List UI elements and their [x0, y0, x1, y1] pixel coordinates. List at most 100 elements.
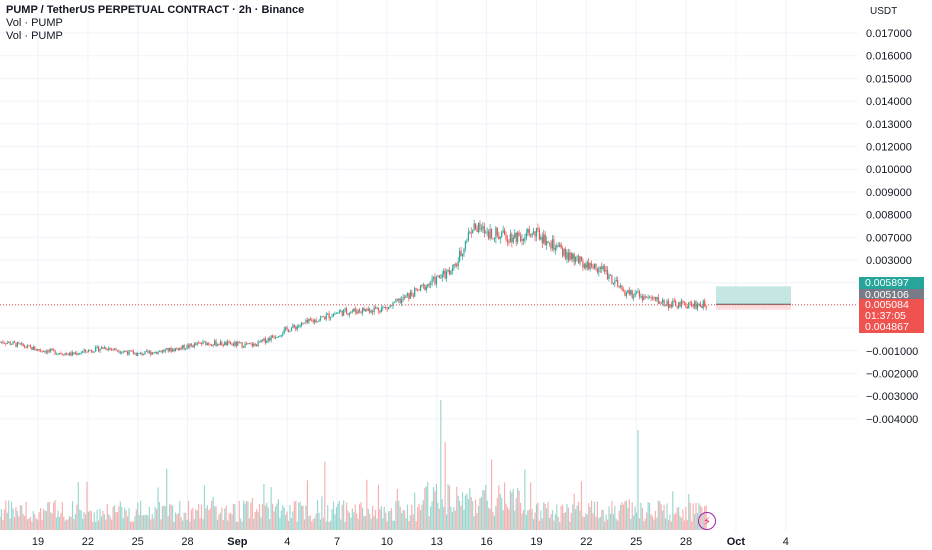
- volume-bar: [321, 496, 323, 530]
- volume-bar: [3, 509, 5, 530]
- price-unit-label[interactable]: USDT: [870, 6, 898, 17]
- volume-bar: [504, 482, 506, 530]
- candle-body: [456, 264, 458, 267]
- volume-bar: [432, 487, 435, 530]
- candle-body: [205, 341, 207, 346]
- candle-body: [153, 352, 155, 354]
- candle-body: [253, 343, 255, 347]
- volume-indicator-label[interactable]: Vol · PUMP: [6, 30, 63, 42]
- candle-body: [546, 241, 548, 246]
- profit-zone[interactable]: [716, 286, 791, 305]
- candle-body: [344, 308, 346, 310]
- candle-body: [221, 341, 223, 346]
- volume-histogram: [0, 400, 707, 530]
- candle-body: [98, 346, 100, 352]
- volume-bar: [634, 506, 636, 530]
- time-tick-label: 22: [82, 536, 94, 548]
- volume-bar: [620, 504, 622, 530]
- volume-bar: [412, 514, 414, 530]
- candle-body: [615, 279, 617, 282]
- candle-body: [92, 351, 94, 353]
- candle-body: [303, 322, 306, 324]
- volume-bar: [161, 506, 163, 530]
- candle-body: [606, 269, 609, 279]
- candle-body: [25, 347, 27, 348]
- bar-countdown-tag: 01:37:05: [859, 310, 924, 322]
- price-axis[interactable]: 0.017000 0.016000 0.015000 0.014000 0.013000…: [866, 28, 918, 426]
- volume-bar: [322, 517, 324, 530]
- candle-body: [633, 296, 635, 298]
- volume-bar: [314, 517, 316, 530]
- volume-bar: [444, 442, 446, 530]
- volume-bar: [553, 520, 555, 530]
- candle-body: [260, 339, 262, 343]
- volume-bar: [521, 513, 523, 530]
- candle-body: [257, 341, 259, 347]
- volume-bar: [635, 512, 638, 530]
- volume-bar: [248, 518, 250, 530]
- price-tick-label: 0.003000: [866, 255, 912, 267]
- loss-zone[interactable]: [716, 304, 791, 310]
- volume-bar: [76, 504, 78, 530]
- time-tick-label: 28: [181, 536, 193, 548]
- candle-body: [493, 238, 496, 240]
- candle-body: [630, 290, 632, 295]
- candle-body: [530, 234, 532, 236]
- candle-body: [158, 351, 161, 353]
- volume-bar: [499, 493, 501, 530]
- candle-body: [514, 232, 516, 238]
- candle-body: [125, 351, 127, 353]
- volume-bar: [686, 520, 688, 530]
- volume-bar: [32, 511, 34, 530]
- candle-body: [214, 340, 216, 346]
- candle-body: [580, 256, 583, 261]
- time-tick-label: 25: [132, 536, 144, 548]
- candle-body: [309, 319, 311, 321]
- volume-bar: [245, 501, 248, 530]
- candle-body: [505, 235, 507, 240]
- volume-bar: [576, 505, 578, 530]
- candle-body: [408, 293, 410, 299]
- time-axis[interactable]: 19 22 25 28 Sep 4 7 10 13 16 19 22 25 28 Oct 4: [32, 536, 789, 548]
- position-tool[interactable]: [716, 286, 791, 310]
- candle-body: [490, 229, 493, 239]
- volume-indicator-label[interactable]: Vol · PUMP: [6, 17, 63, 29]
- symbol-title[interactable]: PUMP / TetherUS PERPETUAL CONTRACT · 2h …: [6, 4, 305, 16]
- volume-bar: [54, 500, 56, 530]
- volume-bar: [525, 514, 527, 530]
- candle-body: [156, 351, 158, 354]
- candle-body: [604, 266, 606, 272]
- volume-bar: [116, 512, 119, 530]
- candle-body: [702, 300, 704, 308]
- volume-bar: [533, 519, 535, 530]
- volume-bar: [296, 521, 298, 530]
- volume-bar: [253, 518, 255, 530]
- volume-bar: [93, 512, 95, 530]
- candle-body: [63, 354, 65, 356]
- candle-body: [547, 241, 549, 243]
- lightning-logo-icon[interactable]: ⚡: [698, 512, 716, 530]
- candle-body: [61, 353, 63, 355]
- candle-body: [22, 343, 24, 346]
- candle-body: [50, 349, 52, 352]
- candle-body: [105, 347, 107, 350]
- candle-body: [673, 300, 675, 302]
- volume-bar: [124, 508, 126, 530]
- candle-body: [614, 281, 616, 284]
- candle-body: [443, 270, 445, 275]
- candle-body: [195, 343, 197, 345]
- candle-body: [58, 353, 61, 354]
- candle-body: [548, 242, 551, 244]
- volume-bar: [215, 506, 217, 530]
- candle-body: [334, 313, 336, 315]
- volume-bar: [83, 512, 85, 530]
- candle-body: [102, 347, 104, 349]
- volume-bar: [37, 519, 39, 530]
- candle-body: [383, 307, 385, 308]
- volume-bar: [354, 504, 356, 530]
- volume-bar: [34, 514, 36, 530]
- candle-body: [701, 306, 703, 308]
- candle-body: [199, 342, 201, 344]
- volume-bar: [121, 506, 123, 530]
